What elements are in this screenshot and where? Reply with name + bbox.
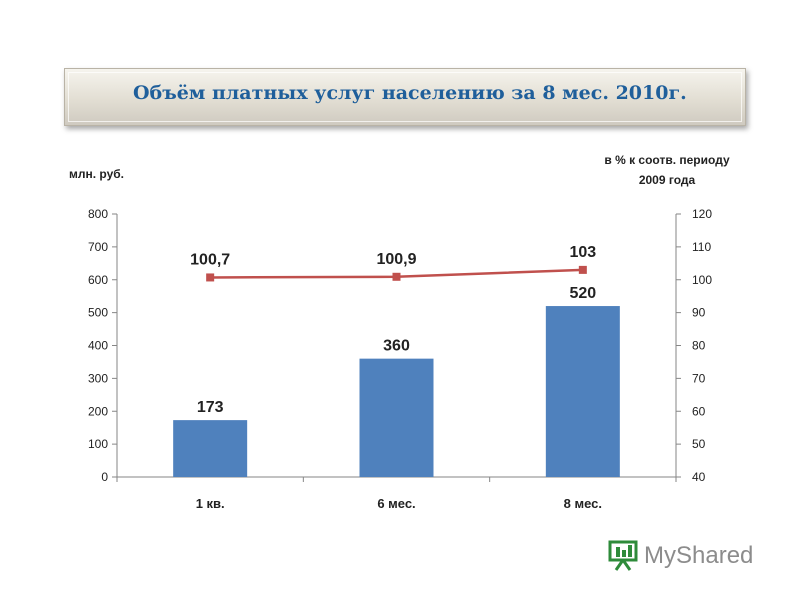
line-point: [206, 273, 215, 282]
y-axis-right-label-line2: 2009 года: [638, 173, 696, 187]
x-tick-label: 8 мес.: [564, 496, 602, 511]
y-left-tick-label: 700: [88, 240, 108, 254]
line-point: [578, 265, 587, 274]
y-right-tick-label: 80: [692, 339, 706, 353]
bar: [173, 420, 248, 477]
y-left-tick-label: 200: [88, 404, 108, 418]
y-left-tick-label: 800: [88, 207, 108, 221]
y-right-tick-label: 90: [692, 306, 706, 320]
line-value-label: 103: [569, 244, 596, 261]
y-left-tick-label: 0: [101, 470, 108, 484]
y-left-tick-label: 300: [88, 371, 108, 385]
bar: [545, 306, 620, 477]
bar: [359, 358, 434, 477]
bar-value-label: 520: [569, 285, 596, 302]
logo-text: MyShared: [644, 542, 754, 569]
y-left-tick-label: 600: [88, 273, 108, 287]
chart-title: Объём платных услуг населению за 8 мес. …: [133, 82, 687, 104]
y-axis-right-label-line1: в % к соотв. периоду: [604, 153, 730, 167]
y-left-tick-label: 500: [88, 306, 108, 320]
bar-value-label: 173: [197, 399, 224, 416]
logo: MyShared: [607, 538, 767, 574]
line-value-label: 100,9: [376, 251, 416, 268]
y-right-tick-label: 40: [692, 470, 706, 484]
bar-value-label: 360: [383, 338, 410, 355]
presentation-board-icon: [608, 540, 638, 571]
y-right-tick-label: 120: [692, 207, 712, 221]
y-left-tick-label: 100: [88, 437, 108, 451]
y-right-tick-label: 60: [692, 404, 706, 418]
title-banner: Объём платных услуг населению за 8 мес. …: [64, 68, 746, 126]
x-tick-label: 6 мес.: [377, 496, 415, 511]
y-axis-right-label: в % к соотв. периоду 2009 года: [572, 150, 762, 190]
y-axis-left-label: млн. руб.: [69, 167, 125, 181]
y-left-tick-label: 400: [88, 339, 108, 353]
y-right-tick-label: 100: [692, 273, 712, 287]
x-tick-label: 1 кв.: [196, 496, 225, 511]
y-right-tick-label: 110: [692, 240, 711, 254]
y-right-tick-label: 70: [692, 371, 706, 385]
line-value-label: 100,7: [190, 251, 230, 268]
line-point: [392, 272, 401, 281]
y-right-tick-label: 50: [692, 437, 706, 451]
